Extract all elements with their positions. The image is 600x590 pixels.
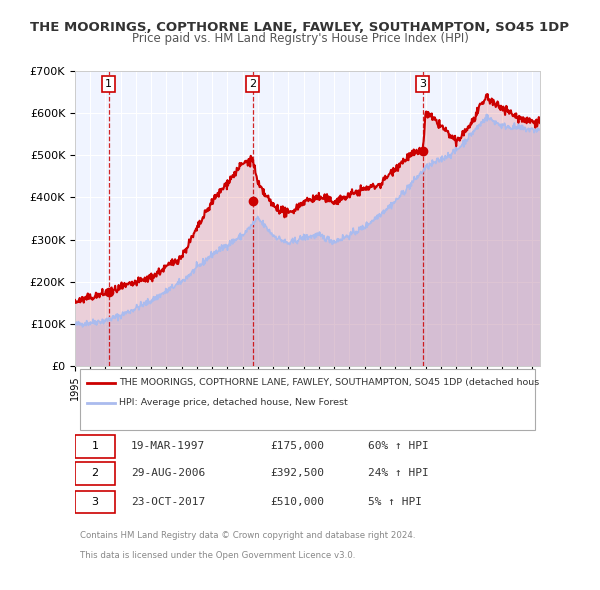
- FancyBboxPatch shape: [75, 435, 115, 457]
- Text: Price paid vs. HM Land Registry's House Price Index (HPI): Price paid vs. HM Land Registry's House …: [131, 32, 469, 45]
- FancyBboxPatch shape: [80, 369, 535, 430]
- Text: 5% ↑ HPI: 5% ↑ HPI: [368, 497, 422, 507]
- Text: £392,500: £392,500: [270, 468, 324, 478]
- Text: 2: 2: [91, 468, 98, 478]
- Text: 1: 1: [105, 79, 112, 89]
- Text: £510,000: £510,000: [270, 497, 324, 507]
- Text: 29-AUG-2006: 29-AUG-2006: [131, 468, 205, 478]
- Text: £175,000: £175,000: [270, 441, 324, 451]
- Text: 19-MAR-1997: 19-MAR-1997: [131, 441, 205, 451]
- Text: THE MOORINGS, COPTHORNE LANE, FAWLEY, SOUTHAMPTON, SO45 1DP: THE MOORINGS, COPTHORNE LANE, FAWLEY, SO…: [31, 21, 569, 34]
- Text: 24% ↑ HPI: 24% ↑ HPI: [368, 468, 428, 478]
- FancyBboxPatch shape: [75, 491, 115, 513]
- Text: THE MOORINGS, COPTHORNE LANE, FAWLEY, SOUTHAMPTON, SO45 1DP (detached hous: THE MOORINGS, COPTHORNE LANE, FAWLEY, SO…: [119, 378, 539, 387]
- FancyBboxPatch shape: [75, 463, 115, 484]
- Text: This data is licensed under the Open Government Licence v3.0.: This data is licensed under the Open Gov…: [80, 550, 355, 559]
- Text: Contains HM Land Registry data © Crown copyright and database right 2024.: Contains HM Land Registry data © Crown c…: [80, 532, 415, 540]
- Text: 60% ↑ HPI: 60% ↑ HPI: [368, 441, 428, 451]
- Text: 2: 2: [249, 79, 256, 89]
- Text: HPI: Average price, detached house, New Forest: HPI: Average price, detached house, New …: [119, 398, 348, 407]
- Text: 3: 3: [91, 497, 98, 507]
- Text: 3: 3: [419, 79, 426, 89]
- Text: 1: 1: [91, 441, 98, 451]
- Text: 23-OCT-2017: 23-OCT-2017: [131, 497, 205, 507]
